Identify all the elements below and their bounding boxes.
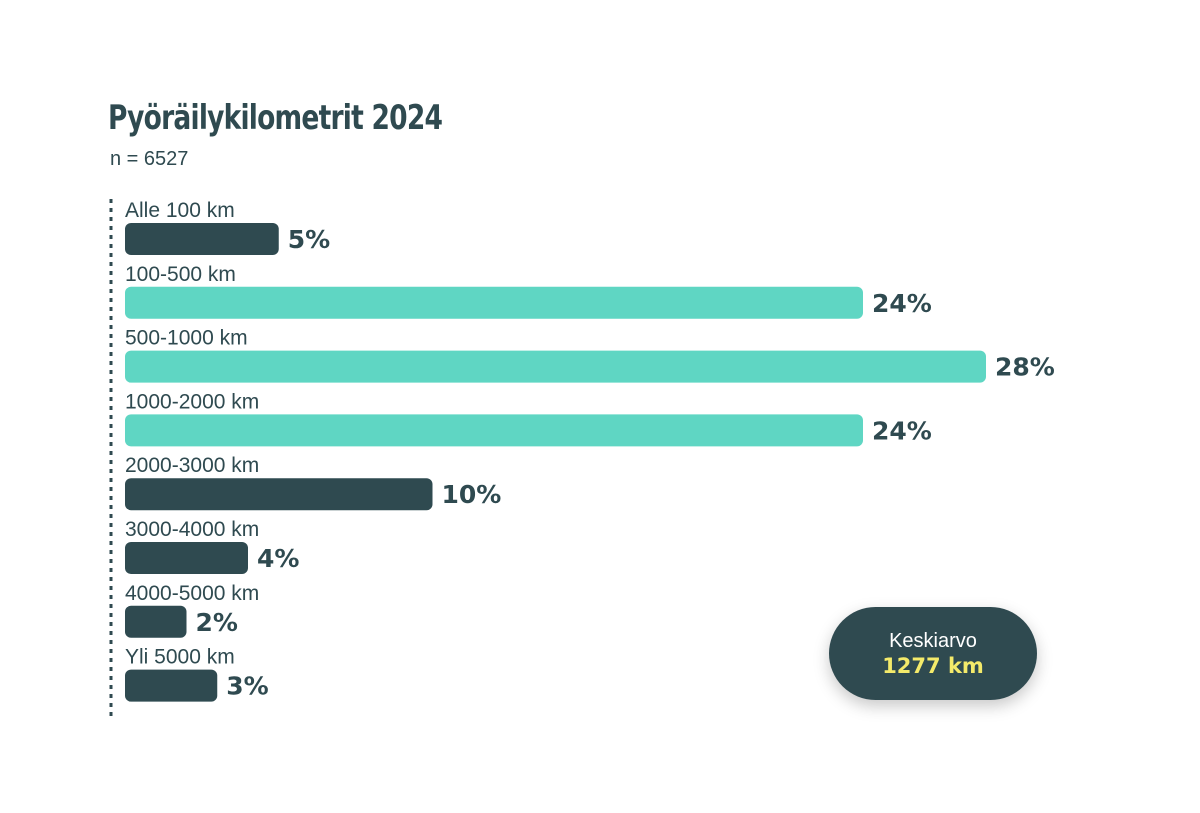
category-label: Yli 5000 km: [125, 646, 235, 669]
category-label: 2000-3000 km: [125, 454, 259, 477]
category-label: 3000-4000 km: [125, 518, 259, 541]
value-label: 10%: [442, 480, 502, 509]
value-label: 28%: [995, 353, 1055, 382]
bar: [125, 350, 986, 383]
callout-label: Keskiarvo: [889, 629, 977, 652]
bar: [125, 286, 863, 319]
average-callout: Keskiarvo 1277 km: [829, 607, 1037, 700]
value-label: 3%: [226, 672, 268, 701]
category-label: Alle 100 km: [125, 199, 235, 222]
value-label: 4%: [257, 544, 299, 573]
value-label: 24%: [872, 289, 932, 318]
callout-value: 1277 km: [882, 653, 984, 678]
value-label: 5%: [288, 225, 330, 254]
value-label: 24%: [872, 416, 932, 445]
bar: [125, 542, 248, 574]
bars-group: Alle 100 km 5% 100-500 km 24% 500-1000 km 28%…: [125, 199, 1055, 702]
bar: [125, 414, 863, 447]
value-label: 2%: [196, 608, 238, 637]
bar: [125, 669, 218, 702]
bar: [125, 223, 279, 255]
chart-title: Pyöräilykilometrit 2024: [108, 98, 443, 138]
bar: [125, 605, 187, 638]
chart-subtitle: n = 6527: [110, 148, 189, 170]
category-label: 500-1000 km: [125, 327, 248, 350]
category-label: 4000-5000 km: [125, 582, 259, 605]
category-label: 1000-2000 km: [125, 390, 259, 413]
category-label: 100-500 km: [125, 263, 236, 286]
bar: [125, 478, 433, 511]
